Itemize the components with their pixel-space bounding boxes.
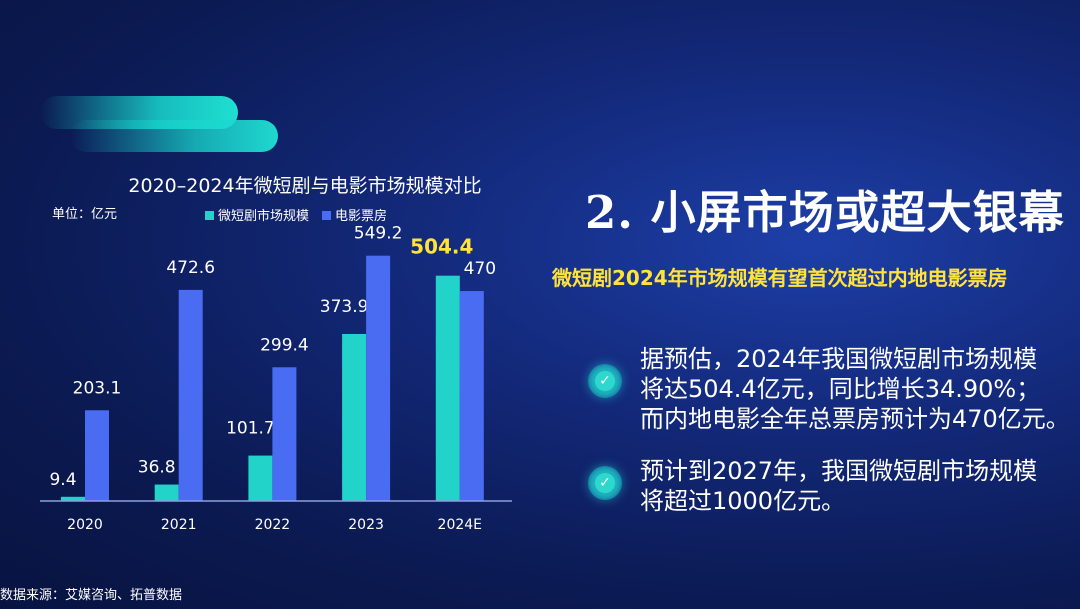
decorative-glow-bar-bottom <box>70 120 278 152</box>
bar-box-office-2022 <box>272 367 297 501</box>
bullet-2-line-2: 将超过1000亿元。 <box>640 487 846 515</box>
bar-micro-drama-2022 <box>248 455 273 501</box>
page-subtitle: 微短剧2024年市场规模有望首次超过内地电影票房 <box>552 266 1008 290</box>
bar-micro-drama-2024E <box>435 275 460 501</box>
check-circle-icon: ✓ <box>588 466 622 500</box>
bullet-2-line-1: 预计到2027年，我国微短剧市场规模 <box>640 457 1038 485</box>
data-label-box-office-2024E: 470 <box>464 259 496 279</box>
data-label-box-office-2022: 299.4 <box>260 335 309 355</box>
legend-label-1: 电影票房 <box>335 208 387 224</box>
data-label-box-office-2020: 203.1 <box>73 378 122 398</box>
legend-label-0: 微短剧市场规模 <box>218 208 309 224</box>
chart-title: 2020–2024年微短剧与电影市场规模对比 <box>128 175 481 197</box>
chart-bars: 9.4 203.1 36.8 472.6 101.7 299.4 373.9 549.2 504… <box>49 224 496 501</box>
bar-box-office-2024E <box>459 291 484 501</box>
data-label-micro-drama-2020: 9.4 <box>49 470 76 490</box>
bar-chart: 2020–2024年微短剧与电影市场规模对比 单位：亿元 微短剧市场规模 电影票房… <box>40 175 512 533</box>
bullet-text-2: 预计到2027年，我国微短剧市场规模 将超过1000亿元。 <box>640 456 1037 516</box>
bar-box-office-2023 <box>366 255 391 501</box>
bullet-1-line-1: 据预估，2024年我国微短剧市场规模 <box>640 345 1038 373</box>
bullet-text-1: 据预估，2024年我国微短剧市场规模 将达504.4亿元，同比增长34.90%；… <box>640 344 1070 434</box>
legend-swatch-1 <box>322 211 331 220</box>
data-label-micro-drama-2022: 101.7 <box>226 419 275 439</box>
x-tick-2023: 2023 <box>348 517 384 533</box>
data-label-box-office-2021: 472.6 <box>166 258 215 278</box>
bar-micro-drama-2023 <box>342 333 367 501</box>
bullet-1-line-3: 而内地电影全年总票房预计为470亿元。 <box>640 405 1070 433</box>
page-title: 2. 小屏市场或超大银幕 <box>585 186 1065 239</box>
bar-box-office-2021 <box>178 289 203 501</box>
data-label-box-office-2023: 549.2 <box>354 224 403 244</box>
chart-legend: 微短剧市场规模 电影票房 <box>205 208 387 224</box>
legend-swatch-0 <box>205 211 214 220</box>
x-axis-ticks: 2020 2021 2022 2023 2024E <box>67 517 482 533</box>
data-label-micro-drama-2023: 373.9 <box>320 297 369 317</box>
x-tick-2020: 2020 <box>67 517 103 533</box>
bullet-1-line-2: 将达504.4亿元，同比增长34.90%； <box>640 375 1041 403</box>
bar-micro-drama-2021 <box>154 484 179 501</box>
bar-box-office-2020 <box>85 410 109 501</box>
check-circle-icon: ✓ <box>588 364 622 398</box>
bar-micro-drama-2020 <box>61 496 85 501</box>
chart-unit-label: 单位：亿元 <box>52 207 117 222</box>
data-source-note: 数据来源：艾媒咨询、拓普数据 <box>0 588 183 603</box>
x-tick-2022: 2022 <box>255 517 291 533</box>
data-label-micro-drama-2024E: 504.4 <box>410 235 473 259</box>
x-tick-2024E: 2024E <box>438 517 482 533</box>
x-tick-2021: 2021 <box>161 517 197 533</box>
data-label-micro-drama-2021: 36.8 <box>138 458 176 478</box>
